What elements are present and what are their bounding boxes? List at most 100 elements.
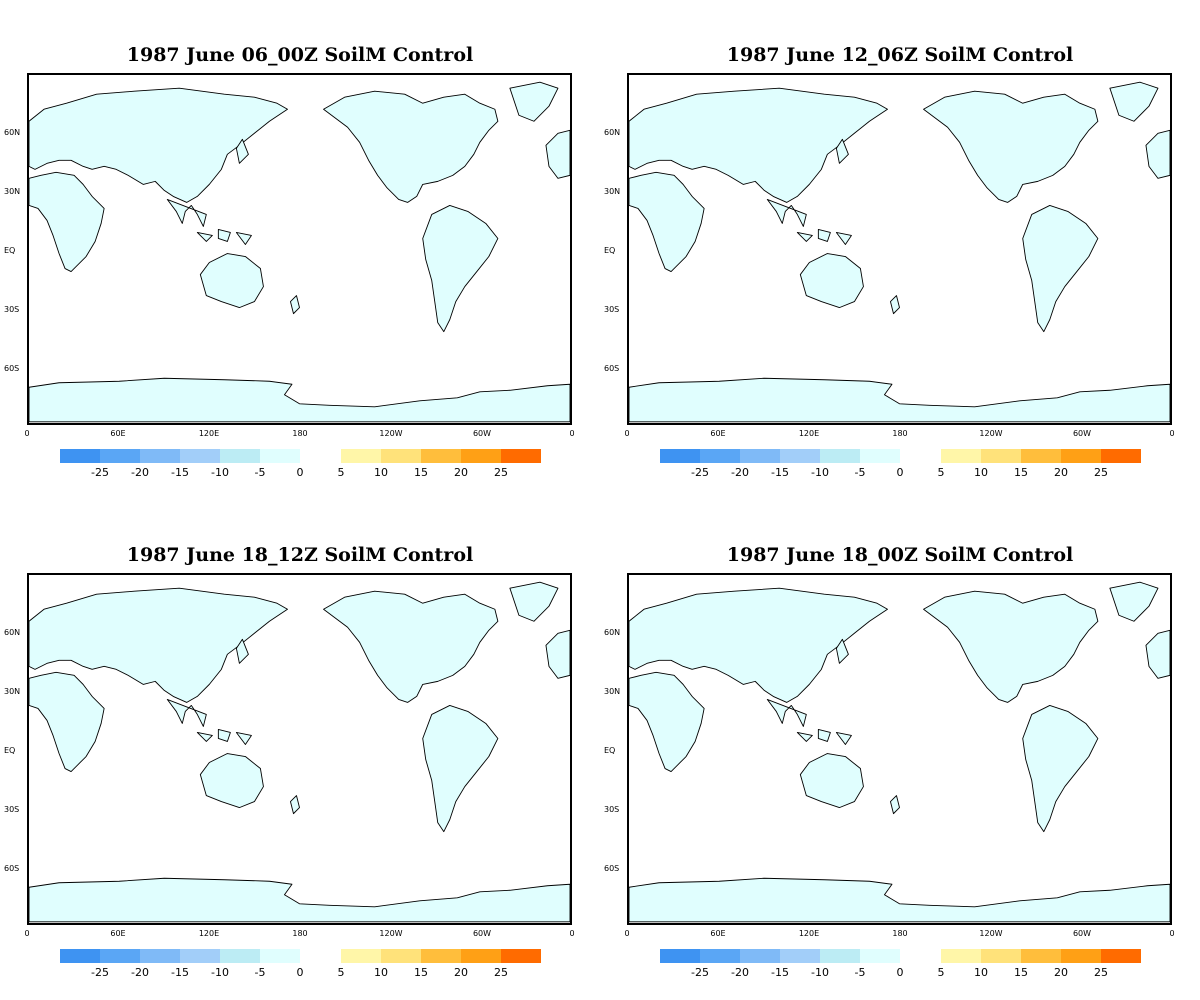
colorbar-label: 5: [937, 966, 945, 979]
colorbar-swatch: [860, 949, 900, 963]
colorbar-label: -10: [811, 966, 829, 979]
map-panel-3: 1987 June 18_12Z SoilM Control: [0, 500, 600, 1000]
colorbar-swatch: [341, 949, 381, 963]
lon-label: 120W: [979, 929, 1003, 938]
lat-label: 60S: [4, 364, 20, 373]
panel-title: 1987 June 18_00Z SoilM Control: [726, 544, 1074, 566]
colorbar-swatch: [180, 449, 220, 463]
colorbar-swatch: [140, 949, 180, 963]
colorbar-label: -15: [771, 966, 789, 979]
colorbar-swatch: [501, 449, 541, 463]
panel-title: 1987 June 18_12Z SoilM Control: [126, 544, 474, 566]
lon-label: 60E: [710, 429, 726, 438]
colorbar-label: -15: [771, 466, 789, 479]
colorbar-swatch: [381, 949, 421, 963]
lat-label: 30S: [4, 305, 20, 314]
lon-label: 60W: [472, 429, 492, 438]
lon-label: 120W: [979, 429, 1003, 438]
colorbar-label: 15: [1014, 966, 1028, 979]
colorbar-label: -20: [131, 466, 149, 479]
colorbar-swatch: [981, 949, 1021, 963]
colorbar-label: 20: [454, 466, 468, 479]
lat-label: EQ: [4, 246, 16, 255]
colorbar-swatch: [740, 449, 780, 463]
lat-label: 60S: [604, 364, 620, 373]
colorbar-swatch: [220, 449, 260, 463]
lon-label: 120W: [379, 929, 403, 938]
lon-label: 0: [24, 929, 30, 938]
colorbar-swatch: [461, 949, 501, 963]
colorbar-label: -15: [171, 966, 189, 979]
colorbar-label: -25: [91, 966, 109, 979]
colorbar-swatch: [981, 449, 1021, 463]
colorbar-label: 0: [896, 466, 904, 479]
colorbar-swatch: [60, 949, 100, 963]
lat-label: 30N: [4, 687, 21, 696]
map-frame: [627, 73, 1172, 425]
lat-label: 60S: [4, 864, 20, 873]
colorbar-swatch: [341, 449, 381, 463]
colorbar-swatch: [1021, 449, 1061, 463]
lon-label: 0: [624, 929, 630, 938]
colorbar-label: -10: [211, 466, 229, 479]
colorbar-swatch: [820, 949, 860, 963]
lon-label: 180: [292, 429, 308, 438]
colorbar-swatch: [180, 949, 220, 963]
colorbar-label: -20: [731, 466, 749, 479]
colorbar-label: -25: [691, 466, 709, 479]
colorbar-swatch: [660, 449, 700, 463]
map-frame: [627, 573, 1172, 925]
lat-label: 30S: [604, 305, 620, 314]
colorbar-swatch: [60, 449, 100, 463]
lon-label: 60W: [472, 929, 492, 938]
lon-label: 60W: [1072, 929, 1092, 938]
colorbar-label: -25: [91, 466, 109, 479]
colorbar-swatch: [941, 949, 981, 963]
colorbar-swatch: [1061, 449, 1101, 463]
colorbar-label: -10: [211, 966, 229, 979]
colorbar-label: 15: [1014, 466, 1028, 479]
colorbar-swatch: [260, 949, 300, 963]
colorbar-label: 10: [374, 466, 388, 479]
colorbar-swatch: [700, 949, 740, 963]
colorbar-label: 15: [414, 466, 428, 479]
lon-label: 180: [892, 429, 908, 438]
lon-label: 60W: [1072, 429, 1092, 438]
colorbar-swatch: [1101, 949, 1141, 963]
lon-label: 120E: [198, 429, 220, 438]
colorbar-swatch: [660, 949, 700, 963]
colorbar-swatch: [820, 449, 860, 463]
colorbar-label: 5: [337, 466, 345, 479]
colorbar-label: 25: [494, 966, 508, 979]
lon-label: 120E: [198, 929, 220, 938]
colorbar-label: 10: [374, 966, 388, 979]
lon-label: 180: [892, 929, 908, 938]
colorbar-swatch: [381, 449, 421, 463]
colorbar-swatch: [260, 449, 300, 463]
lon-label: 60E: [110, 429, 126, 438]
lon-label: 60E: [710, 929, 726, 938]
lon-label: 0: [1169, 429, 1175, 438]
lon-label: 0: [569, 429, 575, 438]
panel-title: 1987 June 06_00Z SoilM Control: [126, 44, 474, 66]
lat-label: 30N: [604, 187, 621, 196]
colorbar-label: -20: [131, 966, 149, 979]
colorbar-swatch: [100, 949, 140, 963]
colorbar-swatch: [1021, 949, 1061, 963]
colorbar-label: 25: [1094, 466, 1108, 479]
colorbar-swatch: [780, 949, 820, 963]
colorbar-label: 20: [1054, 466, 1068, 479]
colorbar-label: -15: [171, 466, 189, 479]
lon-label: 0: [569, 929, 575, 938]
lat-label: EQ: [4, 746, 16, 755]
colorbar-swatch: [421, 949, 461, 963]
map-panel-2: 1987 June 12_06Z SoilM Control: [600, 0, 1200, 500]
colorbar-label: 5: [937, 466, 945, 479]
lat-label: 30N: [604, 687, 621, 696]
colorbar-swatch: [220, 949, 260, 963]
colorbar-swatch: [501, 949, 541, 963]
colorbar-swatch: [860, 449, 900, 463]
colorbar-label: 10: [974, 466, 988, 479]
colorbar-swatch: [780, 449, 820, 463]
colorbar-label: 0: [296, 466, 304, 479]
